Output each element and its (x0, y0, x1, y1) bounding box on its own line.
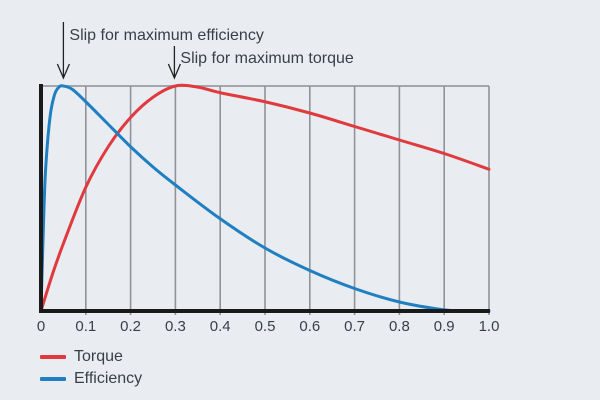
x-tick-label: 0.3 (165, 318, 186, 335)
annotations: Slip for maximum efficiency Slip for maxi… (56, 22, 354, 80)
x-tick-label: 0 (37, 318, 45, 335)
legend-swatch-torque (40, 355, 66, 359)
series-line-torque (39, 83, 491, 313)
series-group (39, 83, 491, 313)
legend-item-efficiency: Efficiency (40, 368, 142, 390)
x-tick-label: 0.2 (120, 318, 141, 335)
arrow-down-icon (167, 63, 181, 80)
legend-label-torque: Torque (74, 348, 123, 365)
x-tick-label: 0.9 (434, 318, 455, 335)
axes (39, 84, 490, 313)
x-tick-label: 0.7 (344, 318, 365, 335)
x-tick-labels: 0 0.1 0.2 0.3 0.4 0.5 0.6 0.7 0.8 0.9 1.0 (37, 318, 500, 335)
legend-item-torque: Torque (40, 346, 142, 368)
legend-label-efficiency: Efficiency (74, 370, 143, 387)
x-tick-label: 1.0 (479, 318, 500, 335)
legend-swatch-efficiency (40, 377, 66, 381)
grid (41, 85, 490, 315)
x-tick-label: 0.8 (389, 318, 410, 335)
legend: Torque Efficiency (40, 346, 142, 390)
annotation-label: Slip for maximum efficiency (69, 27, 263, 44)
x-tick-label: 0.4 (210, 318, 231, 335)
x-tick-label: 0.5 (255, 318, 276, 335)
series-line-efficiency (39, 84, 491, 313)
x-tick-label: 0.6 (299, 318, 320, 335)
annotation-label: Slip for maximum torque (180, 50, 353, 67)
x-tick-label: 0.1 (75, 318, 96, 335)
arrow-down-icon (56, 63, 70, 80)
